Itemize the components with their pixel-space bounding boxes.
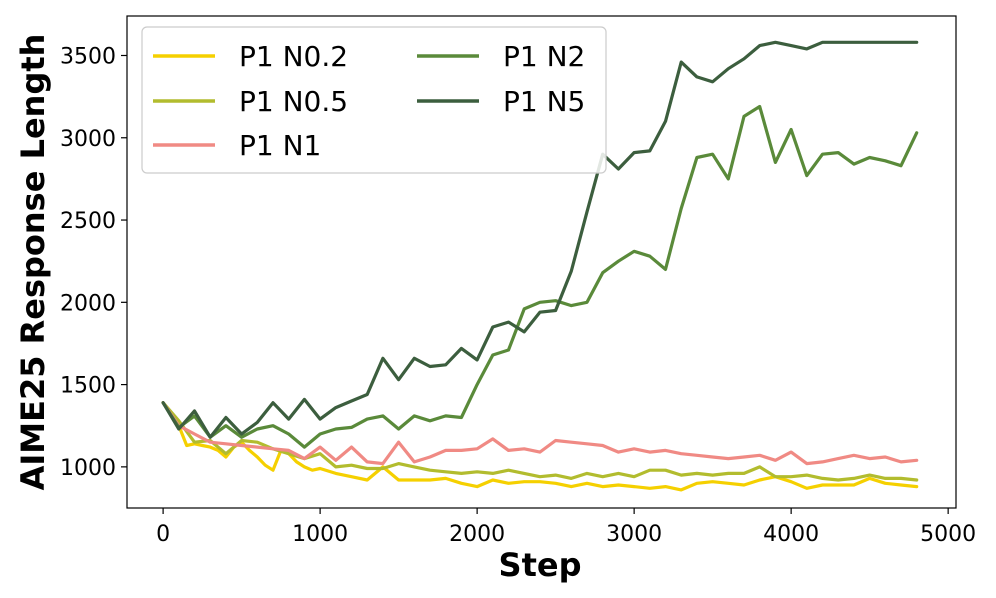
x-tick-label: 5000 <box>920 522 976 547</box>
series-line-2 <box>161 401 919 482</box>
series-line-4 <box>161 104 919 449</box>
legend-label-4: P1 N2 <box>503 40 585 73</box>
legend-label-3: P1 N1 <box>239 129 321 162</box>
legend: P1 N0.2 P1 N0.5 P1 N1 P1 N2 P1 N5 <box>141 26 607 174</box>
x-tick-label: 2000 <box>449 522 505 547</box>
plot-frame <box>126 15 957 509</box>
axes: 0 1000 2000 3000 4000 5000 1000 1500 2000 2500 300… <box>60 15 976 547</box>
legend-label-5: P1 N5 <box>503 85 585 118</box>
series-line-3 <box>161 401 919 466</box>
legend-label-1: P1 N0.2 <box>239 40 348 73</box>
plot-area <box>161 40 919 492</box>
legend-label-2: P1 N0.5 <box>239 85 348 118</box>
x-tick-label: 0 <box>156 522 170 547</box>
legend-box <box>141 26 607 174</box>
y-tick-label: 1500 <box>60 374 116 399</box>
x-tick-label: 4000 <box>763 522 819 547</box>
y-tick-label: 2000 <box>60 291 116 316</box>
y-tick-label: 2500 <box>60 209 116 234</box>
y-axis-title: AIME25 Response Length <box>14 34 52 491</box>
x-axis-title: Step <box>499 546 582 584</box>
series-line-5 <box>161 40 919 439</box>
y-tick-label: 3000 <box>60 127 116 152</box>
y-tick-label: 1000 <box>60 456 116 481</box>
x-tick-label: 1000 <box>292 522 348 547</box>
x-tick-label: 3000 <box>606 522 662 547</box>
y-tick-label: 3500 <box>60 44 116 69</box>
